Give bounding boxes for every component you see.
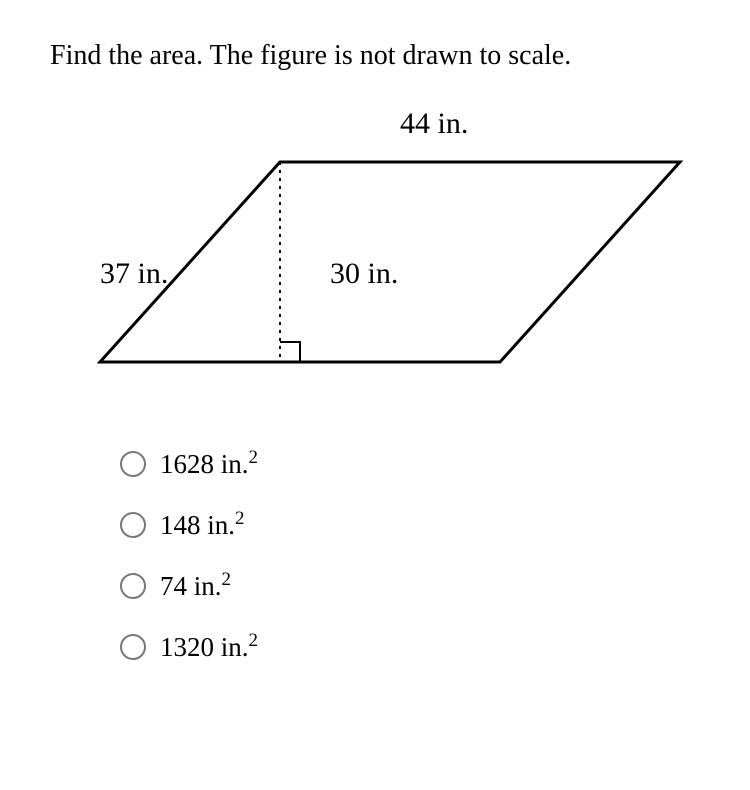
radio-icon xyxy=(120,573,146,599)
option-b[interactable]: 148 in.2 xyxy=(120,508,700,541)
parallelogram-figure: 44 in. 37 in. 30 in. xyxy=(70,107,690,407)
option-a-label: 1628 in.2 xyxy=(160,447,258,480)
answer-options: 1628 in.2 148 in.2 74 in.2 1320 in.2 xyxy=(120,447,700,663)
radio-icon xyxy=(120,451,146,477)
question-prompt: Find the area. The figure is not drawn t… xyxy=(50,40,700,72)
option-c-label: 74 in.2 xyxy=(160,569,231,602)
label-base: 44 in. xyxy=(400,107,468,141)
right-angle-marker xyxy=(280,342,300,362)
radio-icon xyxy=(120,512,146,538)
label-height: 30 in. xyxy=(330,257,398,291)
option-d[interactable]: 1320 in.2 xyxy=(120,630,700,663)
option-d-label: 1320 in.2 xyxy=(160,630,258,663)
option-c[interactable]: 74 in.2 xyxy=(120,569,700,602)
option-a[interactable]: 1628 in.2 xyxy=(120,447,700,480)
option-b-label: 148 in.2 xyxy=(160,508,244,541)
label-side: 37 in. xyxy=(100,257,168,291)
radio-icon xyxy=(120,634,146,660)
